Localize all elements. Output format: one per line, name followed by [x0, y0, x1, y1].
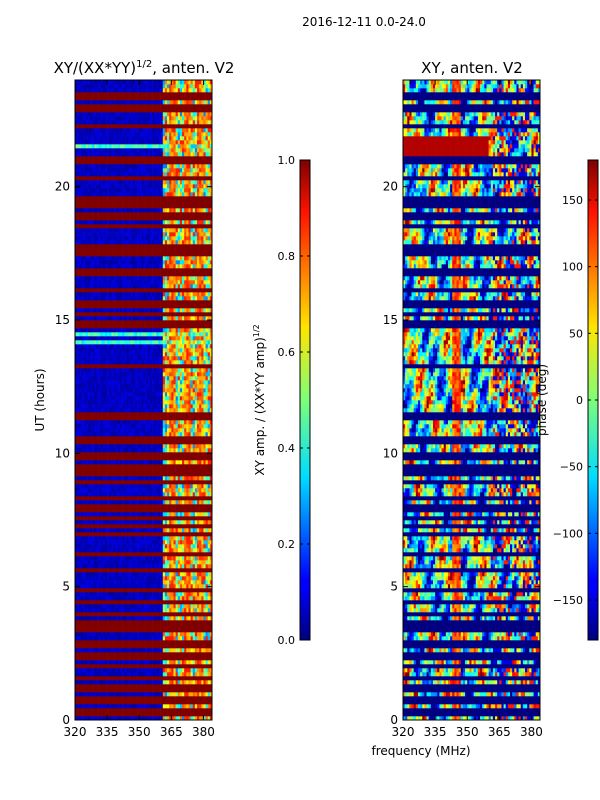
amp-colorbar-tick-label: 0.8 — [278, 250, 296, 263]
phase-colorbar-tick-label: −150 — [553, 594, 583, 607]
amp-xtick-label: 365 — [160, 725, 183, 739]
amp-colorbar-gradient — [299, 159, 311, 641]
amp-plot-frame — [74, 79, 213, 721]
phase-colorbar-label: phase (deg) — [535, 364, 549, 436]
amp-ytick-label: 0 — [62, 713, 70, 727]
amp-xtick-label: 320 — [64, 725, 87, 739]
phase-xtick-label: 365 — [488, 725, 511, 739]
phase-colorbar-tick-label: 100 — [562, 261, 583, 274]
amp-ytick-label: 15 — [55, 313, 70, 327]
phase-ytick-label: 20 — [383, 180, 398, 194]
phase-heatmap-image — [403, 80, 541, 721]
amp-panel: XY/(XX*YY)1/2, anten. V2 320 335 350 365 380… — [33, 59, 234, 739]
figure-title: 2016-12-11 0.0-24.0 — [302, 15, 426, 29]
amp-xtick-label: 380 — [192, 725, 215, 739]
phase-ytick-label: 5 — [390, 580, 398, 594]
amp-colorbar-tick-label: 1.0 — [278, 154, 296, 167]
phase-panel: XY, anten. V2 320 335 350 365 380 0 5 10 15 20 f… — [371, 59, 542, 758]
amp-ytick-label: 20 — [55, 180, 70, 194]
phase-xtick-label: 320 — [392, 725, 415, 739]
amp-xtick-label: 350 — [128, 725, 151, 739]
amp-colorbar-label: XY amp. / (XX*YY amp)1/2 — [252, 324, 267, 475]
phase-colorbar-tick-label: −50 — [560, 461, 583, 474]
amp-colorbar: 0.0 0.2 0.4 0.6 0.8 1.0 XY amp. / (XX*YY amp)… — [252, 154, 311, 647]
amp-colorbar-tick-label: 0.0 — [278, 634, 296, 647]
phase-xtick-label: 380 — [520, 725, 543, 739]
amp-colorbar-tick-label: 0.4 — [278, 442, 296, 455]
amp-xtick-label: 335 — [96, 725, 119, 739]
phase-ytick-label: 10 — [383, 446, 398, 460]
amp-ylabel: UT (hours) — [33, 368, 47, 431]
phase-colorbar-tick-label: 50 — [569, 327, 583, 340]
phase-colorbar: −150 −100 −50 0 50 100 150 phase (deg) — [535, 159, 599, 641]
amp-colorbar-tick-label: 0.2 — [278, 538, 296, 551]
amp-title: XY/(XX*YY)1/2, anten. V2 — [54, 59, 235, 77]
phase-xlabel: frequency (MHz) — [371, 744, 470, 758]
phase-title: XY, anten. V2 — [421, 59, 523, 77]
phase-xtick-label: 350 — [456, 725, 479, 739]
phase-ytick-label: 0 — [390, 713, 398, 727]
phase-colorbar-tick-label: −100 — [553, 527, 583, 540]
phase-ytick-label: 15 — [383, 313, 398, 327]
amp-ytick-label: 5 — [62, 580, 70, 594]
amp-colorbar-tick-label: 0.6 — [278, 346, 296, 359]
phase-colorbar-tick-label: 150 — [562, 194, 583, 207]
phase-colorbar-tick-label: 0 — [576, 394, 583, 407]
phase-plot-frame — [402, 79, 541, 721]
amp-ytick-label: 10 — [55, 446, 70, 460]
phase-xtick-label: 335 — [424, 725, 447, 739]
amp-heatmap-image — [75, 80, 213, 721]
